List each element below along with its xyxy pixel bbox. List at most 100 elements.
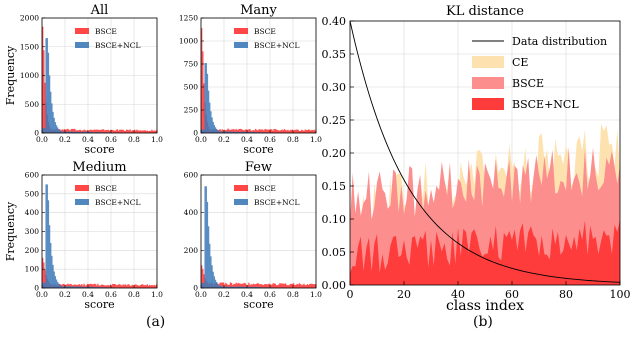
bar-bsce [201, 265, 203, 288]
bar-bsce [83, 129, 85, 133]
bar-bsce-ncl [67, 286, 69, 288]
tick-label-x: 0.8 [128, 135, 140, 144]
bar-bsce [275, 129, 278, 133]
bar-bsce [137, 130, 139, 133]
bar-bsce-ncl [61, 286, 63, 288]
bar-bsce-ncl [51, 103, 53, 133]
plot-frame [200, 17, 317, 134]
bar-bsce [114, 130, 116, 133]
bar-bsce [203, 274, 205, 288]
bar-bsce [225, 282, 227, 288]
tick-label-y: 200 [25, 246, 40, 255]
bar-bsce [291, 283, 294, 288]
bar-bsce [290, 283, 293, 288]
tick-label-y: 0 [34, 284, 39, 293]
bar-bsce [148, 284, 151, 288]
bar-bsce [82, 285, 84, 288]
bar-bsce [265, 284, 267, 288]
bar-bsce-ncl [76, 286, 78, 288]
bar-bsce [250, 284, 252, 288]
bar-bsce [122, 284, 124, 288]
bar-bsce-ncl [240, 132, 242, 133]
bar-bsce-ncl [211, 265, 213, 288]
bar-bsce [91, 284, 93, 288]
bar-bsce [124, 130, 127, 133]
bar-bsce [134, 129, 136, 133]
bar-bsce [96, 285, 98, 288]
bar-bsce [247, 284, 249, 288]
bar-bsce [93, 283, 96, 288]
bar-bsce [44, 82, 46, 133]
bar-bsce [137, 285, 139, 288]
bar-bsce [295, 129, 297, 133]
bar-bsce [241, 129, 243, 133]
bar-bsce-ncl [232, 286, 234, 288]
bar-bsce-ncl [70, 131, 73, 133]
bar-bsce [128, 130, 130, 133]
bar-bsce-ncl [247, 286, 249, 288]
bar-bsce [105, 130, 107, 133]
bar-bsce-ncl [212, 271, 214, 288]
bar-bsce [140, 130, 143, 133]
bar-bsce [237, 129, 240, 133]
bar-bsce-ncl [226, 286, 228, 288]
bar-bsce [203, 83, 205, 133]
bar-bsce [120, 284, 122, 288]
bar-bsce [142, 284, 144, 288]
bar-bsce-ncl [237, 131, 240, 133]
bar-bsce [294, 129, 296, 133]
bar-bsce-ncl [249, 131, 251, 133]
bar-bsce [249, 284, 251, 288]
bar-bsce-ncl [210, 256, 212, 288]
bar-bsce [286, 284, 288, 288]
panel-label-b: (b) [473, 314, 493, 330]
bar-bsce-ncl [221, 286, 224, 288]
tick-label-x: 0 [347, 288, 354, 301]
bar-bsce [145, 130, 147, 133]
bar-bsce-ncl [74, 286, 76, 288]
bar-bsce-ncl [45, 38, 47, 133]
bar-bsce [90, 129, 92, 133]
bar-bsce [284, 283, 287, 288]
bar-bsce-ncl [62, 286, 65, 288]
bar-bsce-ncl [240, 286, 242, 288]
bar-bsce-ncl [238, 132, 241, 133]
bar-bsce-ncl [97, 286, 99, 288]
bar-bsce [146, 284, 148, 288]
bar-bsce-ncl [256, 287, 258, 288]
bar-bsce [234, 130, 236, 133]
bar-bsce-ncl [66, 131, 68, 133]
bar-bsce-ncl [71, 286, 74, 288]
bar-bsce [78, 129, 81, 133]
bar-bsce-ncl [259, 287, 261, 288]
bar-bsce [100, 284, 102, 288]
bar-bsce-ncl [222, 131, 225, 133]
bar-bsce [123, 284, 125, 288]
bar-bsce [109, 284, 112, 288]
bar-bsce-ncl [94, 287, 97, 288]
bar-bsce-ncl [228, 286, 230, 288]
bar-bsce-ncl [52, 264, 54, 288]
bar-bsce-ncl [50, 242, 52, 288]
bar-bsce [130, 285, 132, 288]
bar-bsce-ncl [81, 132, 83, 133]
bar-bsce-ncl [202, 282, 204, 288]
bar-bsce [236, 283, 238, 288]
bar-bsce [131, 130, 134, 133]
bar-bsce [78, 284, 81, 288]
bar-bsce [279, 130, 281, 133]
bar-bsce-ncl [233, 286, 235, 288]
bar-bsce-ncl [243, 131, 245, 133]
bar-bsce-ncl [201, 282, 203, 288]
bar-bsce [82, 130, 84, 133]
bar-bsce [119, 284, 121, 288]
bar-bsce [244, 283, 247, 288]
bar-bsce [234, 284, 236, 288]
bar-bsce-ncl [206, 73, 209, 133]
bar-bsce-ncl [79, 286, 82, 288]
bar-bsce [257, 130, 259, 133]
bar-bsce-ncl [205, 63, 207, 133]
bar-bsce-ncl [235, 131, 237, 133]
bar-bsce [67, 128, 69, 133]
